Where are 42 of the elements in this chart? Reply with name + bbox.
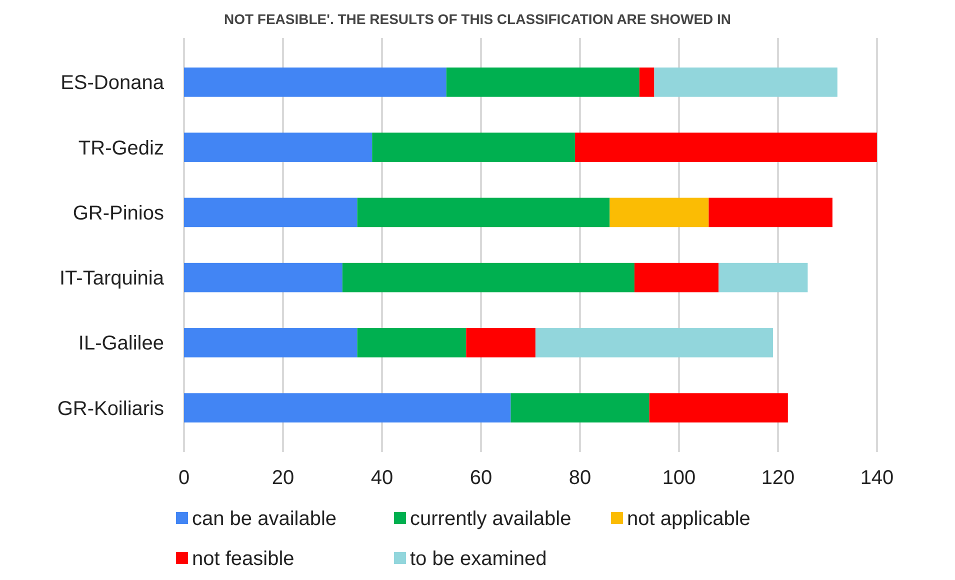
bar xyxy=(372,132,576,162)
x-tick-label: 140 xyxy=(860,467,894,489)
y-tick-label: ES-Donana xyxy=(60,72,165,94)
bar xyxy=(466,328,536,358)
x-tick-label: 20 xyxy=(272,467,294,489)
y-tick-label: IT-Tarquinia xyxy=(60,268,165,290)
bar xyxy=(184,132,372,162)
y-tick-label: GR-Pinios xyxy=(72,202,164,224)
legend-label: currently available xyxy=(410,508,572,530)
bar xyxy=(342,262,634,292)
legend-label: can be available xyxy=(192,508,337,530)
legend-label: not applicable xyxy=(627,508,750,530)
bar xyxy=(708,198,832,228)
bar xyxy=(357,328,466,358)
bar xyxy=(184,262,342,292)
x-tick-label: 40 xyxy=(370,467,394,489)
bar xyxy=(639,68,654,97)
x-tick-label: 0 xyxy=(178,467,190,489)
bar xyxy=(610,198,709,228)
bar xyxy=(575,132,877,162)
text: NOT FEASIBLE'. THE RESULTS OF THIS CLASSIFICATION ARE SHOWED IN xyxy=(224,11,732,27)
bar xyxy=(634,262,719,292)
x-tick-label: 120 xyxy=(761,467,795,489)
bar xyxy=(184,68,446,97)
bar xyxy=(535,328,774,358)
bar xyxy=(184,198,358,228)
bar xyxy=(718,262,808,292)
legend-label: not feasible xyxy=(192,548,294,570)
bar xyxy=(184,393,511,422)
bar xyxy=(510,393,650,422)
legend-label: to be examined xyxy=(410,548,547,570)
x-tick-label: 100 xyxy=(662,467,696,489)
bar xyxy=(649,393,788,422)
x-tick-label: 60 xyxy=(470,467,492,489)
bar xyxy=(446,68,640,97)
bar xyxy=(184,328,358,358)
bar xyxy=(357,198,610,228)
y-tick-label: IL-Galilee xyxy=(78,332,164,355)
x-tick-label: 80 xyxy=(568,467,592,489)
bar xyxy=(654,68,838,97)
y-tick-label: TR-Gediz xyxy=(78,137,164,160)
y-tick-label: GR-Koiliaris xyxy=(57,398,164,420)
